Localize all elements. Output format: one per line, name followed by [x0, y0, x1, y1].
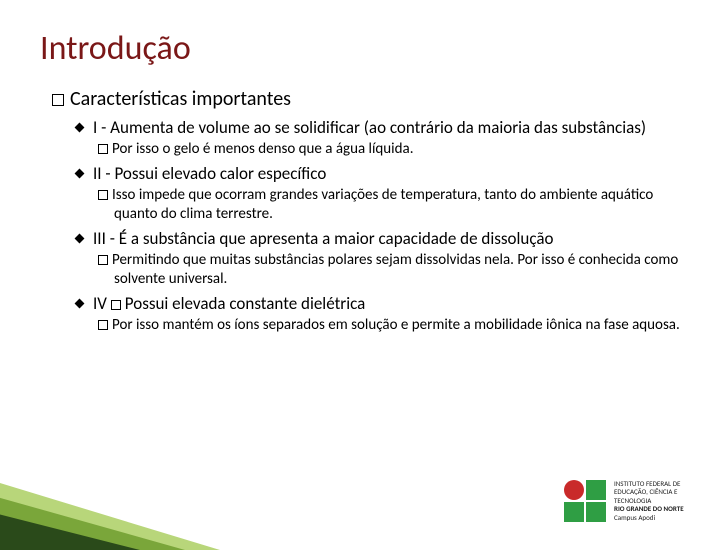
bullet-square-icon: [98, 190, 108, 200]
list-subitem: Isso impede que ocorram grandes variaçõe…: [98, 186, 680, 224]
item-text: II - Possui elevado calor específico: [93, 163, 326, 184]
list-subitem: Por isso o gelo é menos denso que a água…: [98, 140, 680, 159]
logo-cell: [586, 480, 606, 500]
logo-line2: EDUCAÇÃO, CIÊNCIA E TECNOLOGIA: [614, 488, 704, 505]
subitem-text: Isso impede que ocorram grandes variaçõe…: [112, 186, 653, 223]
list-subitem: Permitindo que muitas substâncias polare…: [98, 251, 680, 289]
institution-logo: INSTITUTO FEDERAL DE EDUCAÇÃO, CIÊNCIA E…: [564, 478, 704, 528]
list-subitem: Por isso mantém os íons separados em sol…: [98, 316, 680, 335]
logo-text: INSTITUTO FEDERAL DE EDUCAÇÃO, CIÊNCIA E…: [614, 480, 704, 522]
slide-title: Introdução: [40, 28, 680, 69]
bullet-square-icon: [111, 300, 121, 310]
decoration-svg: [0, 440, 270, 550]
subitem-text: Por isso o gelo é menos denso que a água…: [112, 140, 413, 158]
item-prefix: IV: [93, 293, 111, 314]
logo-cell: [586, 502, 606, 522]
bullet-diamond-icon: [75, 169, 85, 179]
bullet-square-icon: [98, 255, 108, 265]
corner-decoration: [0, 440, 270, 550]
item-text: I - Aumenta de volume ao se solidificar …: [93, 117, 646, 138]
item-text: III - É a substância que apresenta a mai…: [93, 228, 553, 249]
list-item: III - É a substância que apresenta a mai…: [76, 228, 680, 249]
bullet-diamond-icon: [75, 298, 85, 308]
logo-cell: [564, 502, 584, 522]
logo-line4: Campus Apodi: [614, 514, 704, 522]
subtitle: Características importantes: [52, 87, 680, 111]
list-item: II - Possui elevado calor específico: [76, 163, 680, 184]
subtitle-text: Características importantes: [70, 87, 291, 111]
item-text: Possui elevada constante dielétrica: [125, 293, 366, 314]
bullet-square-icon: [52, 94, 64, 106]
subitem-text: Por isso mantém os íons separados em sol…: [112, 316, 680, 334]
subitem-text: Permitindo que muitas substâncias polare…: [112, 251, 678, 288]
bullet-diamond-icon: [75, 123, 85, 133]
list-item: I - Aumenta de volume ao se solidificar …: [76, 117, 680, 138]
list-item: IV Possui elevada constante dielétrica: [76, 293, 680, 314]
bullet-diamond-icon: [75, 233, 85, 243]
logo-mark: [564, 480, 608, 524]
bullet-square-icon: [98, 320, 108, 330]
bullet-square-icon: [98, 144, 108, 154]
logo-circle: [564, 480, 584, 500]
slide-content: Introdução Características importantes I…: [0, 0, 720, 540]
